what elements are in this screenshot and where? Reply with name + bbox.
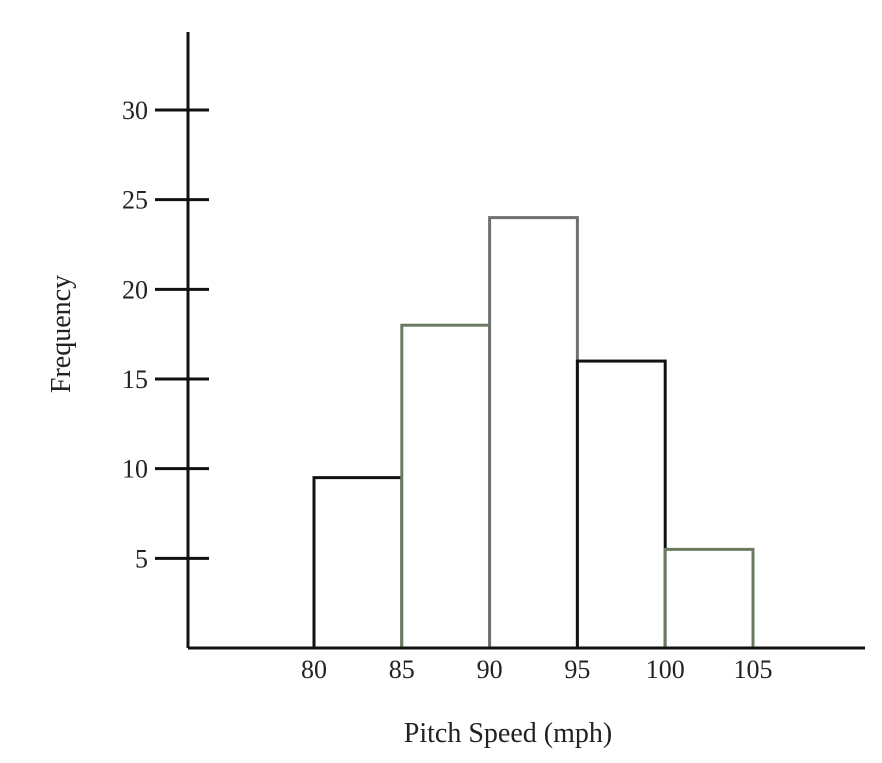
x-tick-label-95: 95 bbox=[564, 655, 590, 684]
x-ticks-group: 80 85 90 95 100 105 bbox=[301, 655, 773, 684]
histogram-bar-80-85 bbox=[312, 476, 404, 650]
histogram-bar-90-95 bbox=[488, 216, 579, 650]
y-tick-label-10: 10 bbox=[122, 455, 148, 484]
y-tick-label-5: 5 bbox=[135, 544, 148, 573]
histogram-bar-85-90 bbox=[400, 323, 492, 650]
x-tick-label-85: 85 bbox=[389, 655, 415, 684]
x-axis-title: Pitch Speed (mph) bbox=[404, 718, 612, 749]
y-ticks-group: 5 10 15 20 25 30 bbox=[122, 96, 209, 573]
y-tick-label-30: 30 bbox=[122, 96, 148, 125]
x-tick-label-100: 100 bbox=[646, 655, 685, 684]
x-tick-label-90: 90 bbox=[477, 655, 503, 684]
x-tick-label-80: 80 bbox=[301, 655, 327, 684]
y-axis-title: Frequency bbox=[46, 275, 77, 393]
histogram-bar-100-105 bbox=[663, 547, 755, 650]
y-tick-label-15: 15 bbox=[122, 365, 148, 394]
histogram-bar-95-100 bbox=[575, 359, 667, 650]
y-tick-label-25: 25 bbox=[122, 186, 148, 215]
y-tick-label-20: 20 bbox=[122, 275, 148, 304]
x-tick-label-105: 105 bbox=[734, 655, 773, 684]
bars-group bbox=[312, 216, 755, 650]
